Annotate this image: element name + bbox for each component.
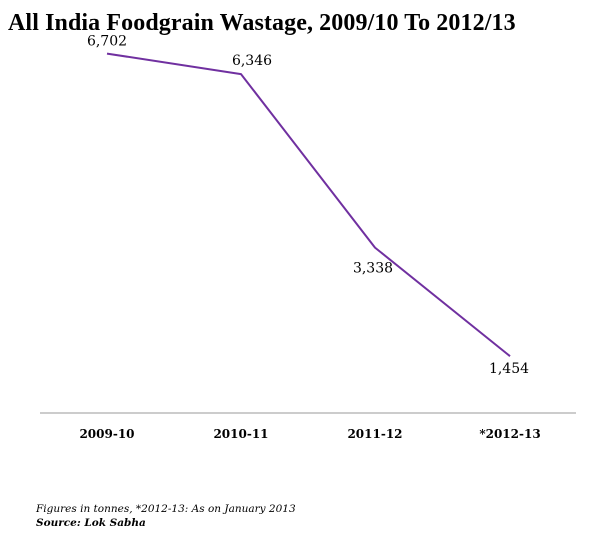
data-label: 6,702 — [87, 34, 127, 50]
data-label: 1,454 — [489, 361, 529, 377]
x-tick-label: 2009-10 — [79, 427, 134, 441]
data-label: 3,338 — [353, 261, 393, 277]
x-tick-label: 2010-11 — [213, 427, 268, 441]
x-tick-label: 2011-12 — [347, 427, 402, 441]
source-label: Source: Lok Sabha — [36, 517, 146, 529]
data-label: 6,346 — [232, 53, 272, 69]
x-tick-label: *2012-13 — [479, 427, 540, 441]
chart-title: All India Foodgrain Wastage, 2009/10 To … — [8, 10, 516, 36]
figure-note: Figures in tonnes, *2012-13: As on Janua… — [36, 503, 296, 515]
series-line — [106, 52, 511, 357]
